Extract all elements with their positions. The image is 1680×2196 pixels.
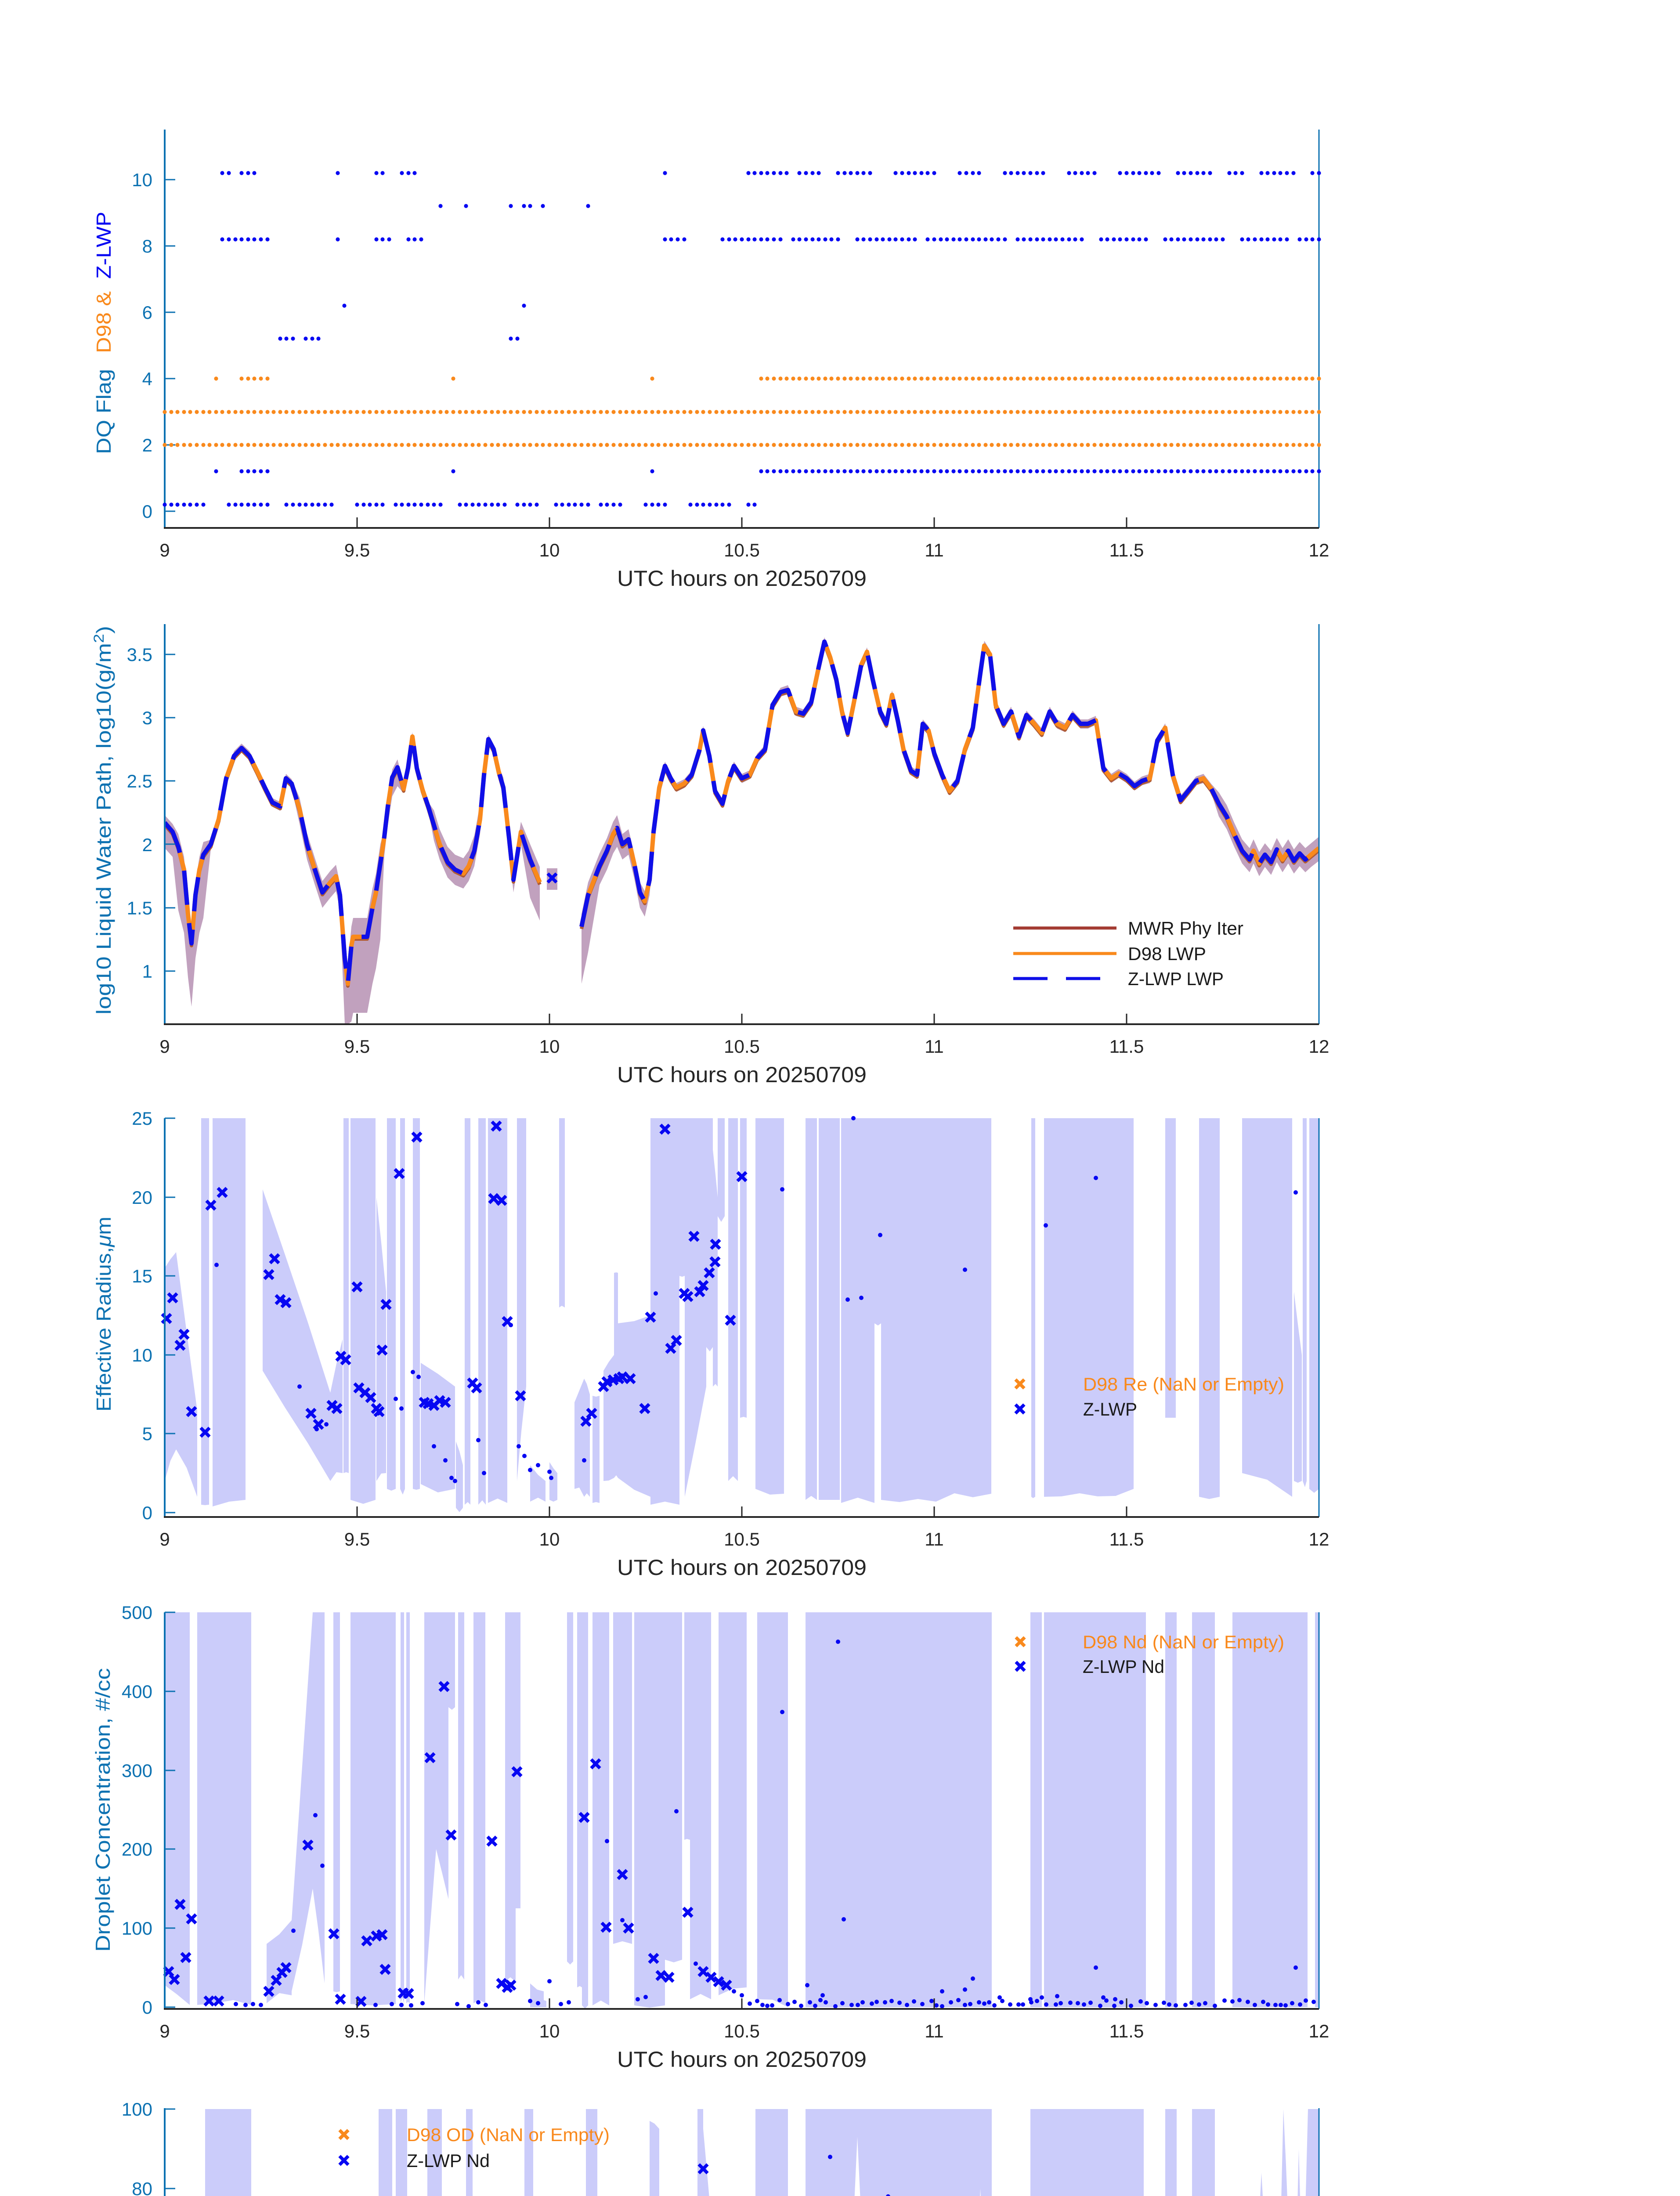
svg-text:0: 0 (142, 1997, 152, 2018)
svg-text:9: 9 (159, 1529, 170, 1549)
svg-text:100: 100 (122, 2099, 152, 2120)
svg-text:200: 200 (122, 1839, 152, 1860)
svg-text:9: 9 (159, 2021, 170, 2041)
svg-text:9: 9 (159, 540, 170, 560)
svg-text:D98 OD (NaN or Empty): D98 OD (NaN or Empty) (407, 2124, 610, 2145)
svg-text:Z-LWP: Z-LWP (92, 212, 115, 279)
svg-text:5: 5 (142, 1423, 152, 1444)
svg-text:Droplet Concentration, #/cc: Droplet Concentration, #/cc (91, 1668, 114, 1952)
svg-text:20: 20 (132, 1187, 152, 1208)
svg-text:Z-LWP Nd: Z-LWP Nd (1083, 1656, 1164, 1677)
svg-text:2.5: 2.5 (127, 771, 152, 791)
svg-text:MWR Phy Iter: MWR Phy Iter (1128, 918, 1243, 939)
svg-text:Z-LWP: Z-LWP (1083, 1399, 1137, 1419)
svg-text:10.5: 10.5 (724, 1529, 760, 1549)
svg-text:12: 12 (1309, 1036, 1330, 1057)
svg-text:10: 10 (539, 1529, 560, 1549)
svg-text:11: 11 (925, 540, 944, 560)
svg-text:9: 9 (159, 1036, 170, 1057)
svg-text:UTC hours on 20250709: UTC hours on 20250709 (617, 2047, 867, 2072)
svg-text:12: 12 (1309, 1529, 1330, 1549)
svg-text:10.5: 10.5 (724, 540, 760, 560)
svg-text:Z-LWP LWP: Z-LWP LWP (1128, 968, 1224, 989)
svg-text:300: 300 (122, 1760, 152, 1781)
svg-text:10: 10 (132, 1345, 152, 1365)
svg-text:400: 400 (122, 1681, 152, 1702)
svg-text:4: 4 (142, 368, 152, 389)
svg-text:10.5: 10.5 (724, 2021, 760, 2041)
svg-text:1.5: 1.5 (127, 898, 152, 918)
svg-text:0: 0 (142, 1503, 152, 1523)
svg-text:log10 Liquid Water Path, log10: log10 Liquid Water Path, log10(g/m2) (91, 626, 115, 1015)
svg-text:11.5: 11.5 (1109, 1529, 1144, 1549)
svg-text:D98 &: D98 & (92, 291, 115, 353)
svg-text:500: 500 (122, 1602, 152, 1623)
svg-text:9.5: 9.5 (344, 1036, 370, 1057)
svg-text:D98 Re (NaN or Empty): D98 Re (NaN or Empty) (1083, 1374, 1284, 1394)
svg-text:3: 3 (142, 708, 152, 728)
svg-text:10.5: 10.5 (724, 1036, 760, 1057)
svg-text:10: 10 (539, 2021, 560, 2041)
svg-text:100: 100 (122, 1918, 152, 1939)
svg-text:10: 10 (539, 540, 560, 560)
svg-text:Z-LWP Nd: Z-LWP Nd (407, 2150, 490, 2171)
svg-text:UTC hours on 20250709: UTC hours on 20250709 (617, 566, 867, 591)
svg-text:D98 Nd (NaN or Empty): D98 Nd (NaN or Empty) (1083, 1632, 1284, 1652)
svg-text:15: 15 (132, 1266, 152, 1286)
svg-text:UTC hours on 20250709: UTC hours on 20250709 (617, 1062, 867, 1087)
svg-text:9.5: 9.5 (344, 2021, 370, 2041)
svg-text:10: 10 (132, 170, 152, 190)
svg-text:0: 0 (142, 501, 152, 522)
svg-text:Effective Radius,μm: Effective Radius,μm (92, 1217, 115, 1412)
svg-text:9.5: 9.5 (344, 540, 370, 560)
svg-text:11.5: 11.5 (1109, 540, 1144, 560)
svg-text:11: 11 (925, 1036, 944, 1057)
svg-text:11.5: 11.5 (1109, 1036, 1144, 1057)
svg-text:2: 2 (142, 834, 152, 855)
svg-text:3.5: 3.5 (127, 644, 152, 665)
svg-text:10: 10 (539, 1036, 560, 1057)
svg-text:11.5: 11.5 (1109, 2021, 1144, 2041)
svg-text:2: 2 (142, 435, 152, 455)
svg-text:25: 25 (132, 1108, 152, 1129)
svg-text:12: 12 (1309, 2021, 1330, 2041)
svg-text:9.5: 9.5 (344, 1529, 370, 1549)
svg-text:1: 1 (142, 961, 152, 982)
svg-text:D98 LWP: D98 LWP (1128, 943, 1206, 964)
svg-text:80: 80 (132, 2178, 152, 2196)
svg-text:11: 11 (925, 2021, 944, 2041)
svg-text:12: 12 (1309, 540, 1330, 560)
svg-text:6: 6 (142, 302, 152, 323)
svg-text:11: 11 (925, 1529, 944, 1549)
svg-text:8: 8 (142, 236, 152, 256)
svg-text:DQ Flag: DQ Flag (92, 369, 115, 454)
svg-text:UTC hours on 20250709: UTC hours on 20250709 (617, 1555, 867, 1580)
